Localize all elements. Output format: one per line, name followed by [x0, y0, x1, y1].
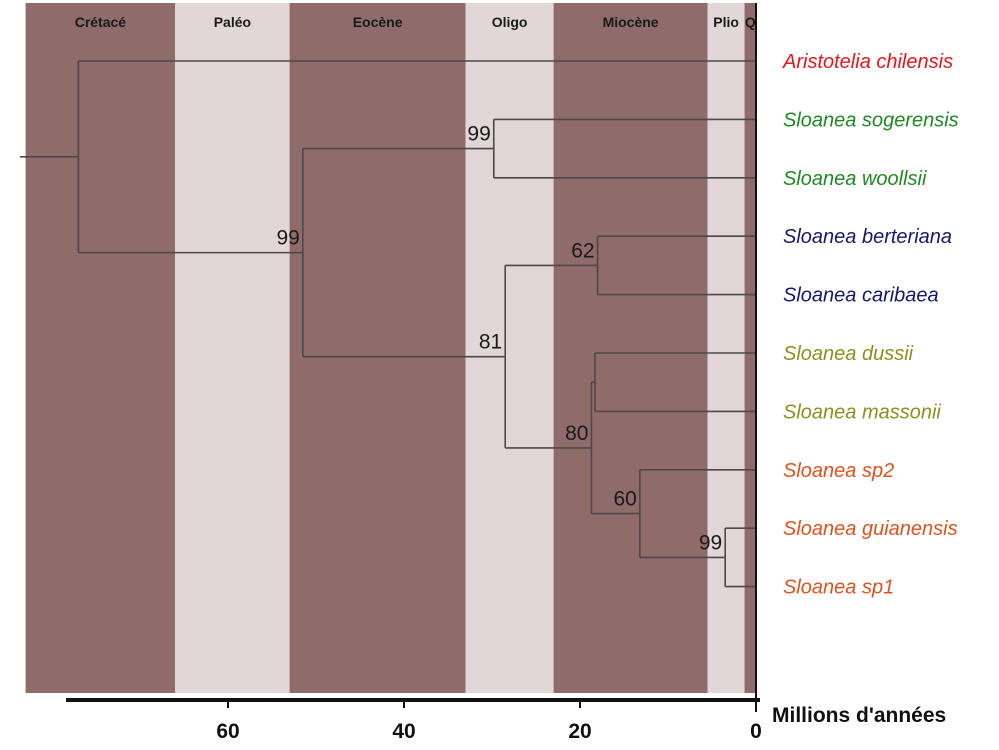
epoch-label: Q	[745, 14, 756, 30]
tree-branches	[20, 60, 756, 588]
taxon-label: Sloanea dussii	[783, 343, 914, 365]
epoch-label: Paléo	[214, 14, 251, 30]
taxon-label: Sloanea caribaea	[783, 285, 939, 307]
taxon-labels: Aristotelia chilensis Sloanea sogerensis S…	[782, 51, 959, 599]
taxon-label: Sloanea berteriana	[783, 226, 952, 248]
epoch-labels: Crétacé Paléo Eocène Oligo Miocène Plio Q	[75, 14, 756, 30]
epoch-band	[175, 3, 290, 693]
tick-label: 60	[216, 720, 239, 743]
epoch-label: Oligo	[492, 14, 528, 30]
taxon-label: Sloanea sogerensis	[783, 109, 959, 131]
epoch-band	[744, 3, 756, 693]
support-value: 80	[565, 422, 588, 445]
support-value: 99	[699, 531, 722, 554]
epoch-band	[289, 3, 466, 693]
epoch-band	[25, 3, 176, 693]
time-axis: 60 40 20 0 Millions d'années	[66, 3, 946, 743]
epoch-band	[553, 3, 708, 693]
support-value: 99	[467, 123, 490, 146]
tick-label: 40	[392, 720, 415, 743]
epoch-label: Crétacé	[75, 14, 127, 30]
epoch-band	[465, 3, 554, 693]
taxon-label: Sloanea guianensis	[783, 518, 958, 540]
tick-label: 20	[568, 720, 591, 743]
support-value: 81	[479, 331, 502, 354]
taxon-label: Sloanea sp1	[783, 577, 894, 599]
support-value: 62	[571, 239, 594, 262]
support-value: 60	[613, 488, 636, 511]
taxon-label: Aristotelia chilensis	[782, 51, 953, 73]
epoch-bands	[25, 3, 756, 693]
tick-label: 0	[750, 720, 762, 743]
epoch-band	[707, 3, 745, 693]
axis-title: Millions d'années	[772, 704, 946, 727]
taxon-label: Sloanea sp2	[783, 460, 894, 482]
support-values: 99 62 99 60 80 81 99	[276, 123, 722, 555]
epoch-label: Plio	[713, 14, 739, 30]
epoch-label: Eocène	[353, 14, 403, 30]
taxon-label: Sloanea woollsii	[783, 168, 927, 190]
axis-ticks: 60 40 20 0	[216, 3, 762, 743]
taxon-label: Sloanea massonii	[783, 401, 941, 423]
epoch-label: Miocène	[603, 14, 659, 30]
support-value: 99	[276, 227, 299, 250]
